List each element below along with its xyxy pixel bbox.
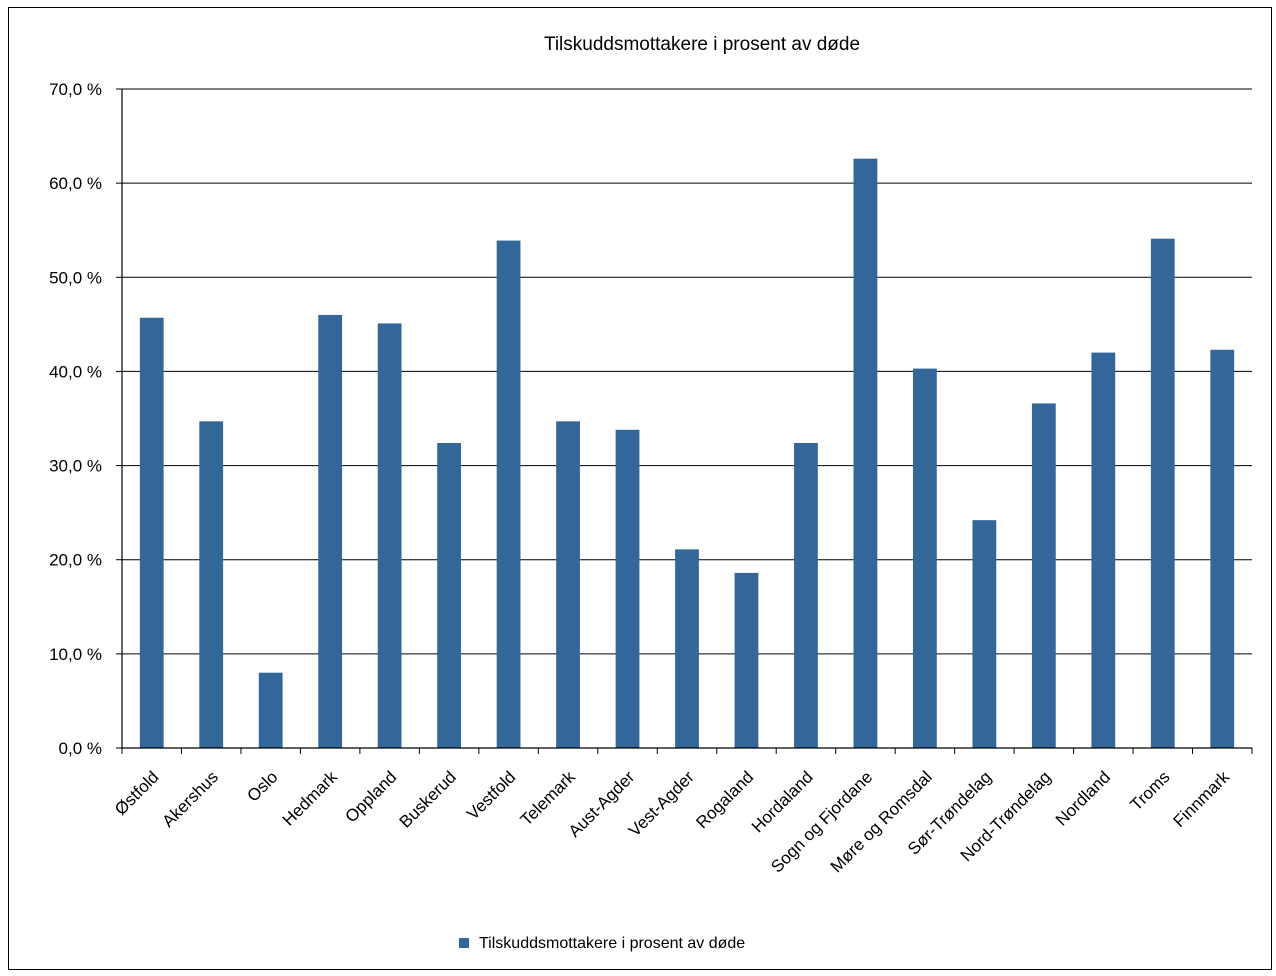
- x-tick-label: Hedmark: [279, 767, 342, 830]
- bar: [199, 421, 224, 748]
- bar: [853, 158, 878, 748]
- bar: [675, 549, 699, 748]
- x-tick-label: Finnmark: [1170, 767, 1234, 831]
- bar: [139, 317, 164, 748]
- bar: [437, 442, 461, 748]
- bar: [1150, 238, 1175, 749]
- legend-swatch: [459, 938, 469, 948]
- axes: [116, 88, 1253, 754]
- gridlines: [122, 88, 1252, 655]
- bar: [1031, 403, 1056, 748]
- chart-frame: Tilskuddsmottakere i prosent av døde 0,0…: [8, 7, 1272, 970]
- x-tick-label: Vest-Agder: [625, 767, 698, 840]
- bar: [496, 240, 521, 748]
- x-tick-label: Oslo: [243, 767, 281, 805]
- bar: [258, 672, 283, 748]
- x-tick-label: Møre og Romsdal: [827, 767, 936, 876]
- bar: [972, 520, 997, 748]
- chart-title: Tilskuddsmottakere i prosent av døde: [544, 34, 860, 55]
- x-tick-label: Nordland: [1052, 767, 1114, 829]
- y-tick-label: 10,0 %: [49, 645, 102, 664]
- x-tick-label: Buskerud: [396, 767, 460, 831]
- legend-label: Tilskuddsmottakere i prosent av døde: [479, 935, 745, 952]
- x-tick-label: Troms: [1127, 767, 1174, 814]
- legend: Tilskuddsmottakere i prosent av døde: [459, 935, 745, 952]
- bar: [377, 323, 402, 748]
- x-tick-label: Telemark: [517, 767, 580, 830]
- bar: [913, 368, 937, 748]
- bar: [615, 429, 640, 748]
- x-tick-label: Oppland: [342, 767, 401, 826]
- bar: [1210, 349, 1235, 748]
- bars: [139, 158, 1235, 749]
- x-tick-label: Vestfold: [463, 767, 519, 823]
- y-tick-label: 30,0 %: [49, 457, 102, 476]
- x-tick-label: Akershus: [158, 767, 222, 831]
- bar: [794, 442, 818, 748]
- y-tick-label: 40,0 %: [49, 362, 102, 381]
- bar: [318, 314, 343, 748]
- y-tick-label: 0,0 %: [59, 739, 102, 758]
- y-tick-label: 70,0 %: [49, 80, 102, 99]
- y-tick-label: 60,0 %: [49, 174, 102, 193]
- x-tick-label: Østfold: [111, 767, 163, 819]
- y-tick-label: 50,0 %: [49, 268, 102, 287]
- bar: [734, 572, 759, 748]
- x-tick-label: Sogn og Fjordane: [767, 767, 876, 876]
- bar: [556, 421, 580, 748]
- bar-chart: Tilskuddsmottakere i prosent av døde 0,0…: [49, 34, 1253, 952]
- bar: [1091, 352, 1116, 748]
- y-tick-labels: 0,0 % 10,0 % 20,0 % 30,0 % 40,0 % 50,0 % 60,0 …: [49, 80, 102, 758]
- y-tick-label: 20,0 %: [49, 551, 102, 570]
